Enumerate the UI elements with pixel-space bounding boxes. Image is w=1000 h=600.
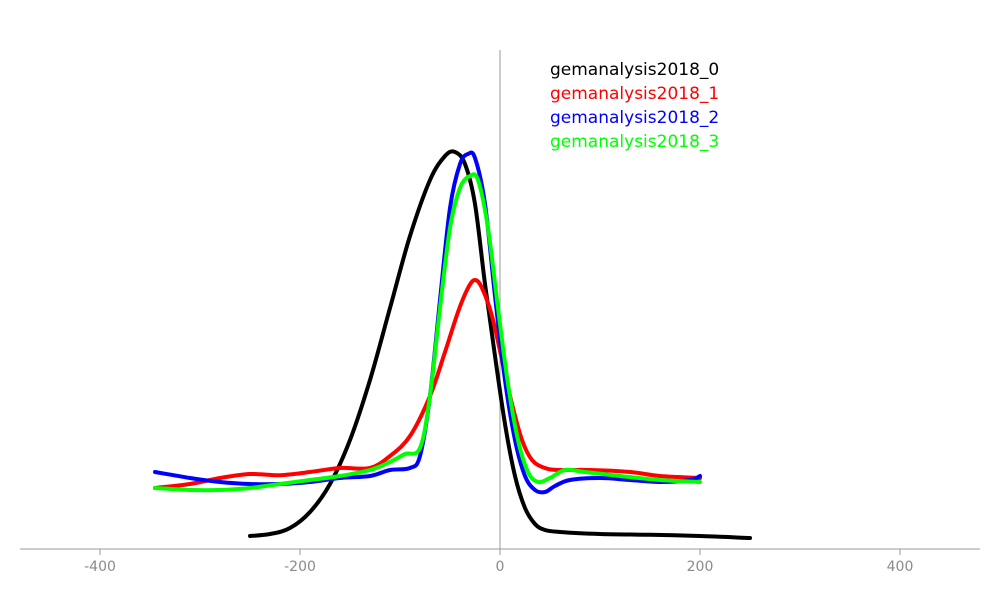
legend-entry: gemanalysis2018_3 <box>550 132 719 152</box>
x-tick-label: 200 <box>687 559 714 575</box>
x-tick-label: -400 <box>84 559 116 575</box>
legend-entry: gemanalysis2018_2 <box>550 108 719 128</box>
legend: gemanalysis2018_0 gemanalysis2018_1gemana… <box>550 60 719 152</box>
series-lines <box>153 149 752 540</box>
x-tick-label: 0 <box>496 559 505 575</box>
legend-entry: gemanalysis2018_1 <box>550 84 719 104</box>
series-line-3 <box>153 172 702 493</box>
series-line-1 <box>153 278 702 490</box>
series-line-2 <box>153 150 702 495</box>
x-tick-label: -200 <box>284 559 316 575</box>
x-tick-label: 400 <box>887 559 914 575</box>
legend-entry: gemanalysis2018_0 <box>550 60 719 80</box>
axes: -400 -200 0 200 400 <box>20 50 980 575</box>
x-ticks: -400 -200 0 200 400 <box>84 549 913 575</box>
